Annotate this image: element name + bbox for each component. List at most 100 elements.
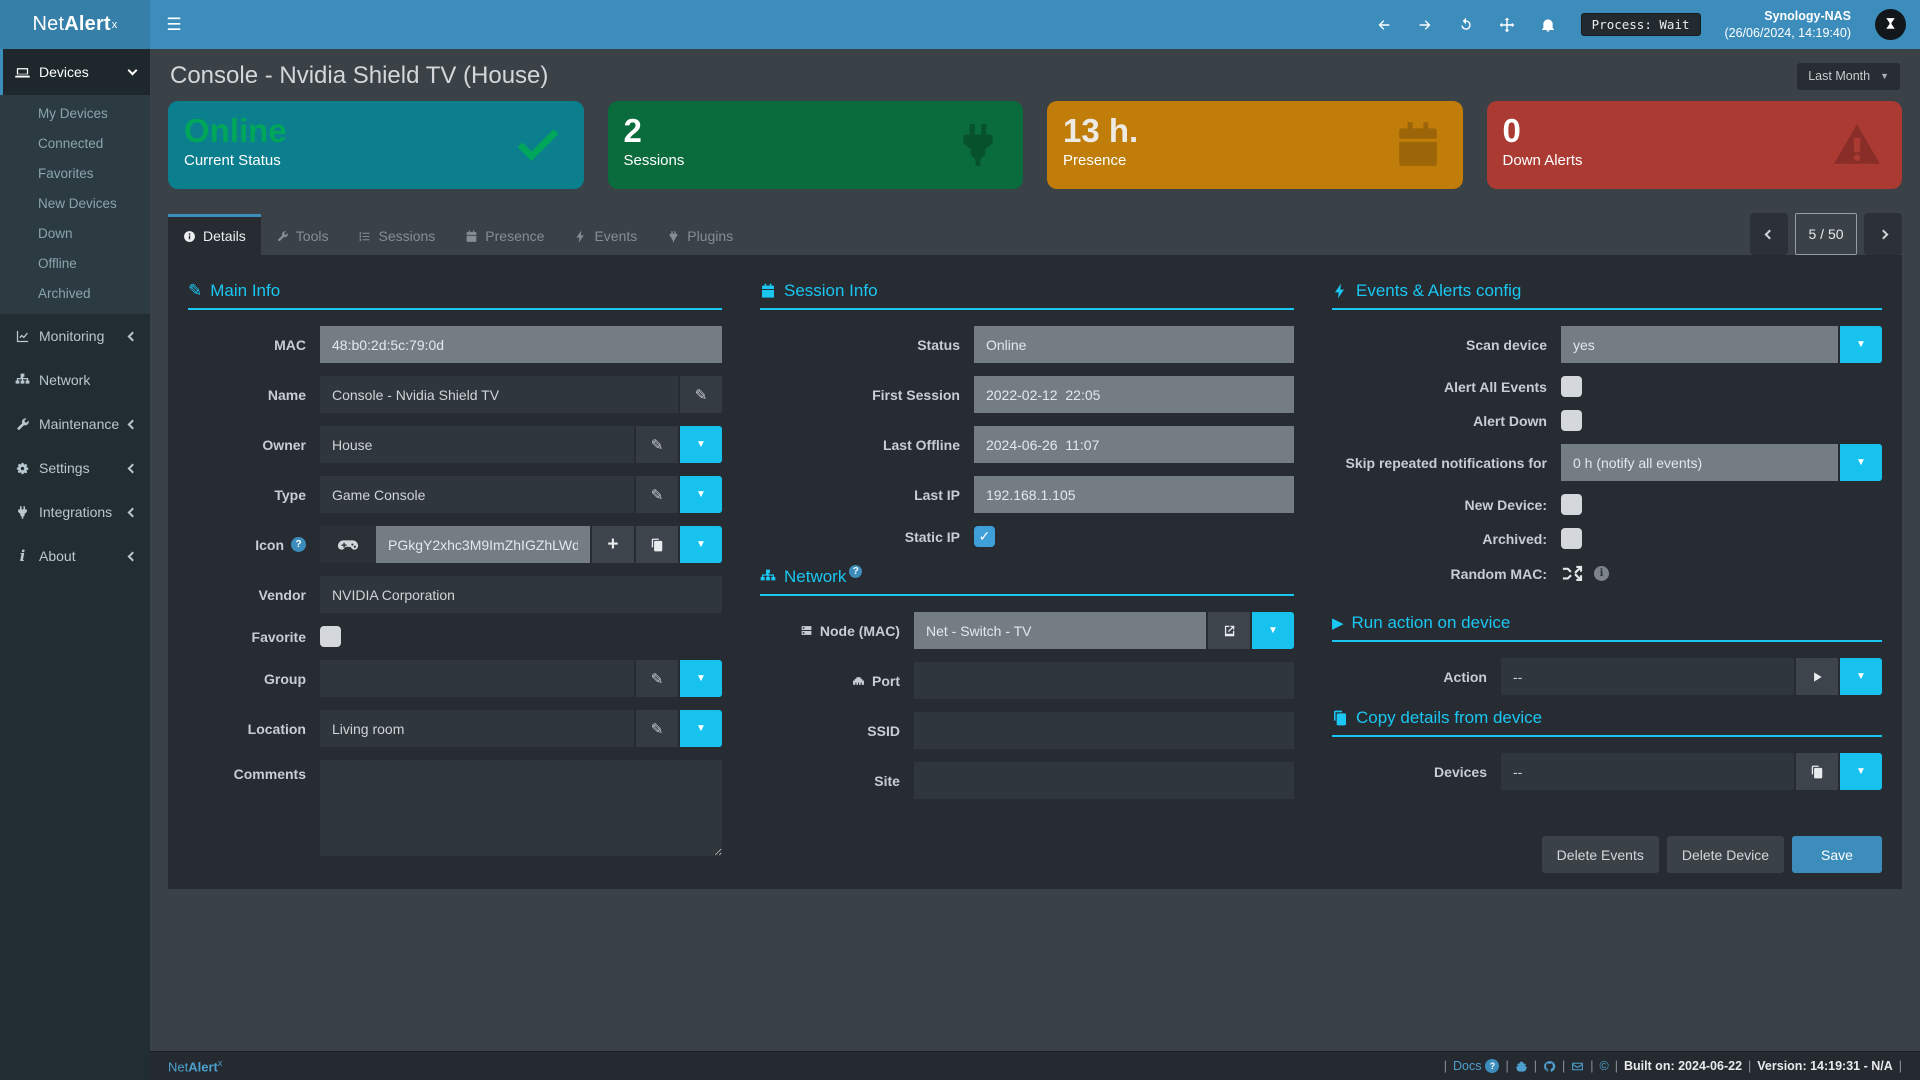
user-avatar[interactable] — [1875, 9, 1906, 40]
group-edit-button[interactable]: ✎ — [635, 660, 678, 697]
copy-devices-dropdown-button[interactable]: ▼ — [1840, 753, 1882, 790]
delete-events-button[interactable]: Delete Events — [1541, 836, 1659, 873]
prev-device-button[interactable] — [1750, 213, 1788, 255]
type-dropdown-button[interactable]: ▼ — [679, 476, 722, 513]
tab-plugins[interactable]: Plugins — [652, 214, 748, 255]
tab-details[interactable]: Details — [168, 214, 261, 255]
new-device-checkbox[interactable] — [1560, 494, 1582, 515]
save-button[interactable]: Save — [1792, 836, 1882, 873]
period-select[interactable]: Last Month ▼ — [1797, 62, 1900, 90]
owner-edit-button[interactable]: ✎ — [635, 426, 678, 463]
sidebar-item-label: About — [39, 548, 76, 564]
caret-down-icon: ▼ — [1856, 766, 1866, 777]
card-label: Current Status — [184, 152, 281, 170]
icon-dropdown-button[interactable]: ▼ — [679, 526, 722, 563]
copy-devices-select[interactable]: -- — [1500, 753, 1794, 790]
notifications-bell-icon[interactable] — [1540, 16, 1557, 33]
location-dropdown-button[interactable]: ▼ — [679, 710, 722, 747]
chevron-left-icon — [127, 551, 138, 561]
name-edit-button[interactable]: ✎ — [679, 376, 722, 413]
email-link[interactable] — [1571, 1060, 1584, 1073]
type-field[interactable] — [320, 476, 634, 513]
back-arrow-icon[interactable] — [1376, 16, 1393, 33]
owner-field[interactable] — [320, 426, 634, 463]
session-network-section: Session Info Status First Session Last O… — [759, 281, 1294, 869]
app-logo[interactable]: Net Alert x — [0, 0, 150, 49]
icon-add-button[interactable]: + — [591, 526, 634, 563]
caret-down-icon: ▼ — [1856, 457, 1866, 468]
sidebar-item-offline[interactable]: Offline — [38, 255, 77, 271]
static-ip-checkbox[interactable] — [973, 526, 995, 547]
sidebar-item-my-devices[interactable]: My Devices — [38, 105, 108, 121]
skip-notifications-dropdown-button[interactable]: ▼ — [1840, 444, 1882, 481]
node-dropdown-button[interactable]: ▼ — [1251, 612, 1294, 649]
sidebar-item-about[interactable]: i About — [0, 534, 150, 578]
comments-field[interactable] — [320, 760, 722, 856]
site-field[interactable] — [913, 762, 1294, 799]
icon-copy-button[interactable] — [635, 526, 678, 563]
group-dropdown-button[interactable]: ▼ — [679, 660, 722, 697]
sidebar-item-monitoring[interactable]: Monitoring — [0, 314, 150, 358]
tab-tools[interactable]: Tools — [261, 214, 344, 255]
sidebar-item-new-devices[interactable]: New Devices — [38, 195, 117, 211]
github-link[interactable] — [1543, 1060, 1556, 1073]
sitemap-icon — [15, 373, 30, 388]
pencil-icon: ✎ — [650, 720, 664, 738]
copyright-link[interactable]: © — [1599, 1059, 1609, 1073]
scan-device-dropdown-button[interactable]: ▼ — [1840, 326, 1882, 363]
action-dropdown-button[interactable]: ▼ — [1840, 658, 1882, 695]
archived-checkbox[interactable] — [1560, 528, 1582, 549]
sidebar-item-network[interactable]: Network — [0, 358, 150, 402]
copy-icon — [1332, 710, 1348, 726]
move-arrows-icon[interactable] — [1499, 16, 1516, 33]
footer-brand[interactable]: NetAlertx — [168, 1057, 223, 1075]
owner-dropdown-button[interactable]: ▼ — [679, 426, 722, 463]
action-select[interactable]: -- — [1500, 658, 1794, 695]
sidebar-item-settings[interactable]: Settings — [0, 446, 150, 490]
alert-down-checkbox[interactable] — [1560, 410, 1582, 431]
help-question-icon[interactable]: ? — [291, 537, 306, 552]
action-label: Action — [1443, 668, 1487, 685]
node-open-button[interactable] — [1207, 612, 1250, 649]
tab-presence[interactable]: Presence — [450, 214, 559, 255]
sidebar-item-integrations[interactable]: Integrations — [0, 490, 150, 534]
host-info[interactable]: Synology-NAS (26/06/2024, 14:19:40) — [1725, 8, 1852, 42]
sidebar-item-maintenance[interactable]: Maintenance — [0, 402, 150, 446]
favorite-checkbox[interactable] — [320, 626, 341, 647]
group-field[interactable] — [320, 660, 634, 697]
name-field[interactable] — [320, 376, 678, 413]
port-field[interactable] — [913, 662, 1294, 699]
process-status-badge[interactable]: Process: Wait — [1580, 13, 1701, 36]
help-question-icon[interactable]: ? — [849, 564, 863, 578]
location-field[interactable] — [320, 710, 634, 747]
refresh-icon[interactable] — [1458, 16, 1475, 33]
scan-device-select[interactable]: yes — [1560, 326, 1838, 363]
delete-device-button[interactable]: Delete Device — [1666, 836, 1784, 873]
tab-sessions[interactable]: Sessions — [343, 214, 450, 255]
type-edit-button[interactable]: ✎ — [635, 476, 678, 513]
next-device-button[interactable] — [1864, 213, 1902, 255]
sidebar-item-connected[interactable]: Connected — [38, 135, 104, 151]
pager-position: 5 / 50 — [1795, 213, 1857, 255]
last-offline-field — [973, 426, 1294, 463]
location-label: Location — [247, 720, 306, 737]
sidebar-item-favorites[interactable]: Favorites — [38, 165, 94, 181]
tab-events[interactable]: Events — [559, 214, 652, 255]
sidebar-item-archived[interactable]: Archived — [38, 285, 91, 301]
sidebar-item-devices[interactable]: Devices — [0, 49, 150, 95]
alert-all-events-checkbox[interactable] — [1560, 376, 1582, 397]
skip-notifications-select[interactable]: 0 h (notify all events) — [1560, 444, 1838, 481]
run-action-button[interactable] — [1796, 658, 1838, 695]
copy-from-device-button[interactable] — [1796, 753, 1838, 790]
sidebar-toggle-icon[interactable]: ☰ — [166, 14, 182, 34]
bug-report-link[interactable] — [1515, 1060, 1528, 1073]
sidebar-item-label: Monitoring — [39, 328, 105, 344]
vendor-field[interactable] — [320, 576, 722, 613]
docs-link[interactable]: Docs? — [1453, 1059, 1500, 1073]
info-circle-icon[interactable]: i — [1593, 566, 1609, 581]
ssid-field[interactable] — [913, 712, 1294, 749]
forward-arrow-icon[interactable] — [1417, 16, 1434, 33]
gamepad-icon — [337, 534, 359, 556]
sidebar-item-down[interactable]: Down — [38, 225, 73, 241]
location-edit-button[interactable]: ✎ — [635, 710, 678, 747]
